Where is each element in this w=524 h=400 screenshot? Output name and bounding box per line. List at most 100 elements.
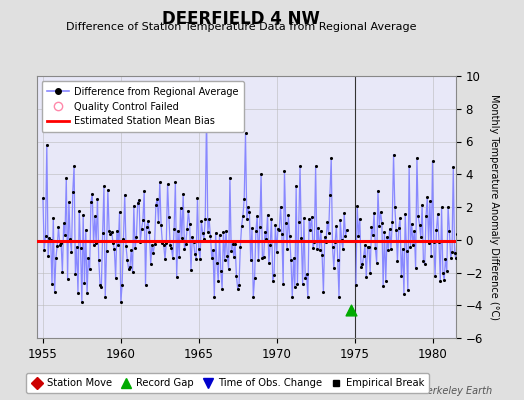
Point: [39, 195, 47, 202]
Point: [286, 233, 294, 239]
Point: [288, 294, 297, 300]
Point: [132, 234, 140, 240]
Point: [379, 283, 387, 289]
Point: [357, 264, 365, 270]
Point: [64, 199, 73, 205]
Point: [145, 229, 154, 236]
Point: [66, 236, 74, 242]
Point: [189, 239, 198, 245]
Point: [374, 188, 382, 194]
Point: [219, 229, 227, 236]
Point: [378, 220, 386, 226]
Point: [48, 281, 56, 288]
Point: [299, 281, 307, 287]
Point: [451, 250, 459, 256]
Point: [293, 281, 302, 287]
Point: [413, 155, 421, 161]
Point: [112, 275, 120, 281]
Point: [115, 209, 124, 215]
Point: [149, 250, 158, 256]
Point: [234, 286, 242, 292]
Point: [367, 224, 376, 230]
Point: [375, 223, 384, 229]
Point: [310, 239, 319, 246]
Point: [100, 183, 108, 189]
Point: [122, 243, 130, 250]
Point: [444, 204, 452, 210]
Point: [230, 254, 238, 260]
Point: [315, 247, 324, 254]
Point: [271, 222, 280, 228]
Point: [214, 278, 222, 285]
Point: [319, 289, 328, 295]
Point: [318, 252, 326, 259]
Point: [242, 130, 250, 136]
Point: [161, 256, 169, 262]
Point: [221, 257, 229, 263]
Point: [323, 219, 332, 225]
Point: [316, 228, 325, 234]
Point: [438, 204, 446, 210]
Point: [47, 236, 55, 243]
Point: [162, 240, 170, 246]
Point: [257, 171, 265, 178]
Point: [96, 281, 104, 288]
Point: [414, 213, 422, 220]
Point: [275, 226, 283, 233]
Point: [54, 224, 63, 230]
Point: [58, 269, 67, 275]
Point: [436, 278, 444, 284]
Point: [272, 248, 281, 255]
Point: [147, 261, 155, 267]
Point: [265, 260, 273, 266]
Point: [60, 220, 68, 226]
Point: [289, 255, 298, 261]
Legend: Difference from Regional Average, Quality Control Failed, Estimated Station Mean: Difference from Regional Average, Qualit…: [41, 81, 244, 132]
Point: [131, 245, 139, 252]
Point: [192, 255, 200, 262]
Point: [80, 280, 89, 286]
Point: [280, 168, 289, 174]
Point: [359, 253, 368, 259]
Point: [259, 254, 268, 260]
Point: [231, 241, 239, 247]
Point: [276, 203, 285, 210]
Point: [212, 230, 220, 236]
Point: [150, 241, 159, 248]
Point: [185, 221, 194, 228]
Point: [63, 276, 72, 282]
Point: [324, 229, 333, 236]
Y-axis label: Monthly Temperature Anomaly Difference (°C): Monthly Temperature Anomaly Difference (…: [488, 94, 498, 320]
Point: [292, 182, 300, 189]
Point: [366, 269, 374, 276]
Point: [152, 202, 160, 208]
Point: [432, 227, 441, 233]
Point: [143, 223, 151, 230]
Point: [101, 294, 110, 300]
Point: [361, 242, 369, 248]
Point: [391, 204, 399, 210]
Point: [178, 234, 186, 241]
Point: [44, 253, 52, 260]
Point: [87, 199, 95, 206]
Point: [75, 208, 83, 214]
Point: [402, 248, 411, 254]
Point: [245, 209, 254, 216]
Point: [329, 244, 337, 250]
Point: [455, 234, 464, 241]
Point: [209, 247, 217, 254]
Point: [314, 225, 322, 231]
Point: [215, 232, 224, 238]
Point: [423, 194, 431, 201]
Point: [159, 242, 168, 248]
Point: [184, 208, 192, 214]
Point: [256, 224, 264, 230]
Point: [362, 274, 370, 281]
Point: [50, 289, 59, 295]
Point: [422, 213, 430, 219]
Point: [448, 248, 456, 255]
Point: [136, 238, 145, 245]
Point: [341, 232, 350, 239]
Point: [445, 227, 454, 234]
Point: [411, 265, 420, 272]
